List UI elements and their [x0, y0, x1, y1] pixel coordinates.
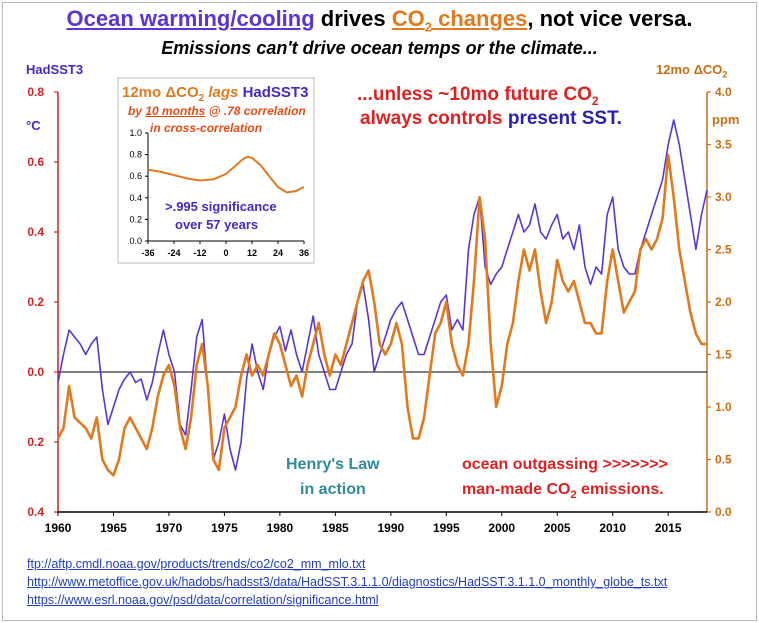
- inset-y-tick-label: 0.4: [129, 193, 142, 203]
- right-axis-tick-label: 1.5: [715, 348, 732, 362]
- inset-y-tick-label: 0.6: [129, 171, 142, 181]
- right-axis-tick-label: 2.0: [715, 295, 732, 309]
- x-axis-tick-label: 1970: [156, 521, 183, 535]
- link-esrl-significance[interactable]: https://www.esrl.noaa.gov/psd/data/corre…: [27, 593, 379, 607]
- inset-x-tick-label: 0: [223, 248, 228, 258]
- annotation-outgassing: ocean outgassing >>>>>>>: [462, 456, 668, 473]
- left-axis-tick-label: 0.6: [27, 155, 44, 169]
- inset-y-tick-label: 0.0: [129, 236, 142, 246]
- right-axis-tick-label: 3.5: [715, 138, 732, 152]
- inset-method-note: in cross-correlation: [150, 121, 263, 135]
- right-axis-tick-label: 0.0: [715, 505, 732, 519]
- left-axis-tick-label: 0.4: [27, 225, 44, 239]
- inset-x-tick-label: -12: [193, 248, 206, 258]
- inset-significance: >.995 significance: [165, 199, 277, 214]
- series-line-co2: [56, 153, 707, 477]
- left-axis-tick-label: 0.8: [27, 85, 44, 99]
- left-axis-title: HadSST3: [26, 62, 84, 77]
- x-axis-tick-label: 1985: [322, 521, 349, 535]
- link-noaa-co2[interactable]: ftp://aftp.cmdl.noaa.gov/products/trends…: [27, 557, 366, 571]
- x-axis-tick-label: 1975: [211, 521, 238, 535]
- series-line-hadsst3: [57, 119, 708, 471]
- right-axis-tick-label: 3.0: [715, 190, 732, 204]
- x-axis-tick-label: 2010: [599, 521, 626, 535]
- right-axis-tick-label: 4.0: [715, 85, 732, 99]
- inset-y-tick-label: 0.2: [129, 214, 142, 224]
- right-axis-title: 12mo ΔCO2: [656, 62, 728, 80]
- right-axis-tick-label: 2.5: [715, 243, 732, 257]
- x-axis-tick-label: 1960: [45, 521, 72, 535]
- x-axis-tick-label: 1965: [100, 521, 127, 535]
- annotation-emissions: man-made CO2 emissions.: [462, 481, 664, 502]
- left-axis-tick-label: 0.2: [27, 435, 44, 449]
- annotation-unless: ...unless ~10mo future CO2: [357, 84, 599, 108]
- x-axis-tick-label: 2000: [488, 521, 515, 535]
- right-axis-tick-label: 1.0: [715, 400, 732, 414]
- inset-lag-note: by 10 months @ .78 correlation: [128, 104, 306, 118]
- inset-x-tick-label: -36: [141, 248, 154, 258]
- inset-correlation-line: [147, 155, 305, 194]
- left-axis-unit: °C: [26, 118, 41, 133]
- left-axis-tick-label: 0.0: [27, 365, 44, 379]
- inset-x-tick-label: 12: [247, 248, 257, 258]
- annotation-controls: always controls present SST.: [360, 108, 622, 129]
- right-axis-unit: ppm: [712, 112, 740, 127]
- left-axis-tick-label: 0.4: [27, 505, 44, 519]
- x-axis-tick-label: 2015: [655, 521, 682, 535]
- inset-y-tick-label: 0.8: [129, 150, 142, 160]
- x-axis-tick-label: 2005: [544, 521, 571, 535]
- chart-subtitle: Emissions can't drive ocean temps or the…: [161, 38, 598, 58]
- inset-y-tick-label: 1.0: [129, 128, 142, 138]
- inset-x-tick-label: 36: [299, 248, 309, 258]
- inset-x-tick-label: -24: [167, 248, 180, 258]
- inset-period: over 57 years: [175, 217, 259, 232]
- x-axis-tick-label: 1980: [267, 521, 294, 535]
- left-axis-tick-label: 0.2: [27, 295, 44, 309]
- link-metoffice-hadsst3[interactable]: http://www.metoffice.gov.uk/hadobs/hadss…: [27, 575, 668, 589]
- inset-x-tick-label: 24: [273, 248, 283, 258]
- annotation-in-action: in action: [300, 481, 366, 498]
- annotation-henrys-law: Henry's Law: [286, 456, 380, 473]
- right-axis-tick-label: 0.5: [715, 453, 732, 467]
- x-axis-tick-label: 1990: [377, 521, 404, 535]
- chart-title: Ocean warming/cooling drives CO2 changes…: [66, 6, 693, 35]
- x-axis-tick-label: 1995: [433, 521, 460, 535]
- inset-title: 12mo ΔCO2 lags HadSST3: [122, 84, 309, 104]
